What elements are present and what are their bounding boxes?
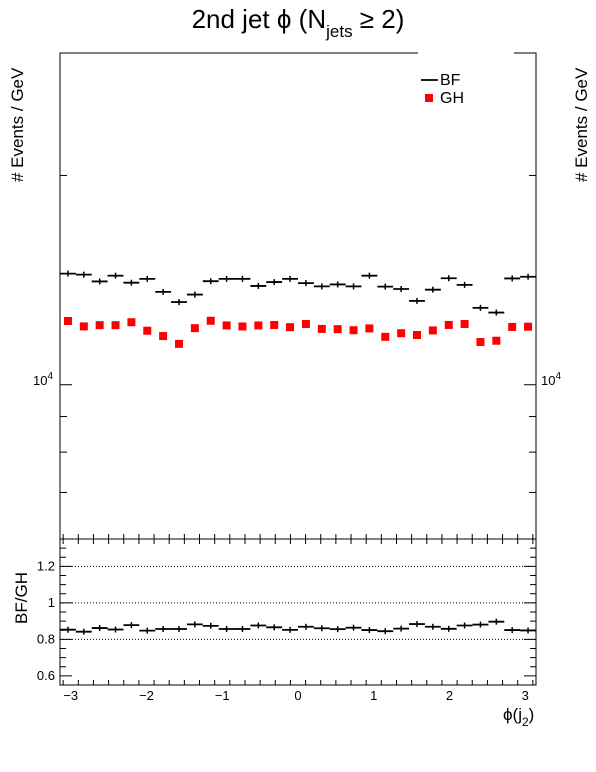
x-tick-label: 2 — [446, 688, 453, 703]
gh-point — [159, 332, 168, 341]
gh-point — [524, 322, 533, 331]
gh-point — [143, 326, 152, 335]
gh-point — [460, 319, 469, 328]
gh-point — [79, 322, 88, 331]
ratio-y-axis-label: BF/GH — [12, 572, 31, 624]
y-axis-label-left: # Events / GeV — [8, 67, 27, 182]
legend-label-gh: GH — [440, 90, 464, 107]
x-tick-label: 0 — [294, 688, 301, 703]
main-panel-marks — [59, 270, 537, 348]
gh-point — [301, 319, 310, 328]
gh-point — [365, 324, 374, 333]
gh-point — [63, 317, 72, 326]
gh-point — [397, 329, 406, 338]
ratio-panel-marks — [59, 618, 537, 635]
gh-point — [476, 338, 485, 347]
gh-point — [95, 321, 104, 330]
x-tick-label: −1 — [215, 688, 230, 703]
ratio-panel-grid — [60, 539, 536, 685]
gh-point — [317, 324, 326, 333]
legend-label-bf: BF — [440, 72, 461, 89]
legend-box — [418, 49, 514, 109]
title-open: (N — [291, 4, 326, 34]
gh-point — [333, 325, 342, 334]
gh-point — [127, 318, 136, 327]
y-tick-label-1e4-right: 104 — [541, 371, 561, 388]
gh-point — [492, 336, 501, 345]
ratio-panel-frame — [59, 538, 537, 686]
x-tick-label: 1 — [370, 688, 377, 703]
x-axis-label: ϕ(j2) — [503, 705, 534, 729]
y-axis-label-right: # Events / GeV — [572, 67, 591, 182]
gh-point — [206, 316, 215, 325]
gh-point — [428, 326, 437, 335]
x-tick-labels: −3 −2 −1 0 1 2 3 — [63, 688, 529, 703]
ratio-y-tick-labels: 0.6 0.8 1 1.2 — [37, 558, 55, 683]
gh-point — [175, 339, 183, 348]
ratio-y-tick-label: 1 — [48, 595, 55, 610]
title-subscript: jets — [325, 22, 352, 41]
main-panel-frame — [59, 52, 537, 540]
gh-point — [111, 321, 120, 330]
y-tick-label-1e4-left: 104 — [33, 371, 53, 388]
title-phi: ϕ — [277, 4, 292, 34]
chart-title: 2nd jet ϕ (Njets ≥ 2) — [192, 4, 405, 41]
title-prefix: 2nd jet — [192, 4, 277, 34]
gh-point — [238, 322, 247, 331]
main-panel-ticks — [60, 52, 536, 540]
legend: BF GH — [418, 49, 514, 109]
gh-point — [413, 331, 421, 340]
gh-point — [190, 324, 199, 333]
gh-point — [444, 320, 453, 329]
gh-point — [270, 320, 279, 329]
title-suffix: ≥ 2) — [353, 4, 405, 34]
ratio-y-tick-label: 0.6 — [37, 668, 55, 683]
gh-point — [254, 321, 263, 330]
legend-marker-gh — [425, 94, 433, 102]
gh-point — [286, 323, 295, 332]
gh-point — [222, 321, 231, 330]
x-tick-label: −2 — [139, 688, 154, 703]
gh-point — [349, 326, 358, 335]
ratio-y-tick-label: 0.8 — [37, 631, 55, 646]
gh-point — [508, 322, 517, 331]
x-tick-label: 3 — [522, 688, 529, 703]
gh-point — [381, 332, 390, 341]
x-tick-label: −3 — [63, 688, 78, 703]
ratio-y-tick-label: 1.2 — [37, 558, 55, 573]
